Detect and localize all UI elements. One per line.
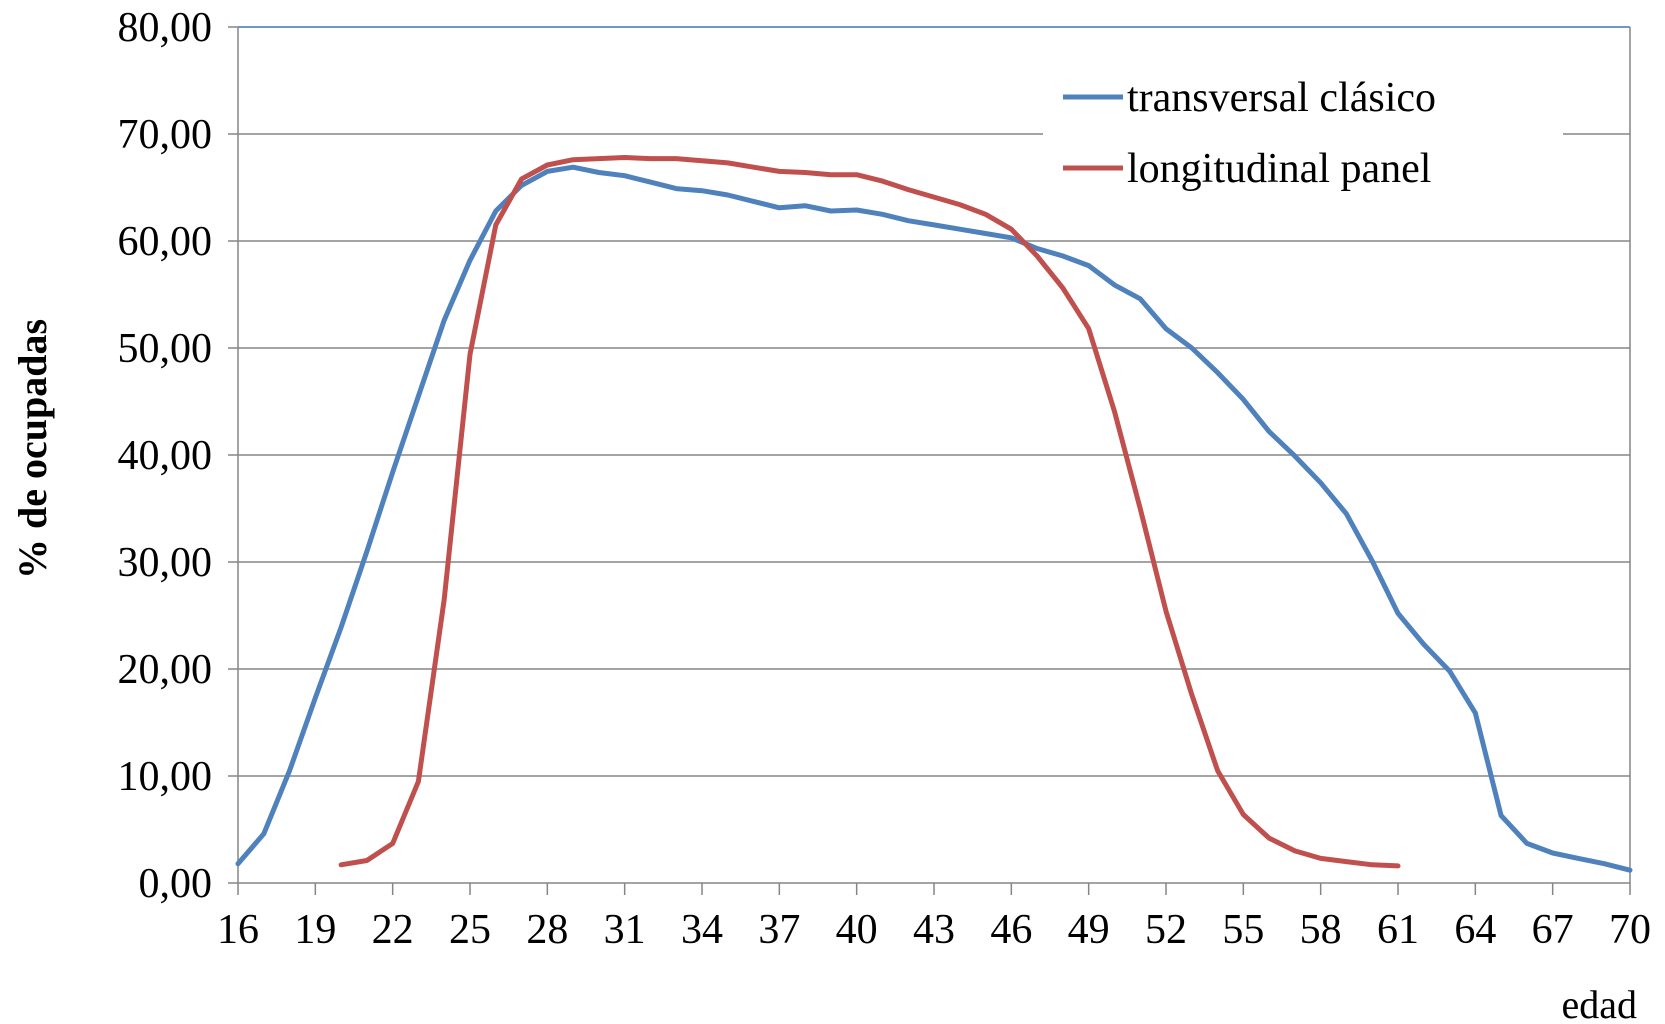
- y-tick-label: 50,00: [118, 326, 213, 372]
- x-tick-label: 61: [1377, 907, 1419, 953]
- axes: 0,00 10,00 20,00 30,00 40,00 50,00 60,00 70,00 8…: [118, 5, 1652, 953]
- x-axis-label: edad: [1561, 982, 1637, 1024]
- legend: transversal clásico longitudinal panel: [1043, 57, 1563, 192]
- x-tick-label: 40: [836, 907, 878, 953]
- x-tick-label: 19: [294, 907, 336, 953]
- y-tick-label: 40,00: [118, 433, 213, 479]
- x-tick-label: 70: [1609, 907, 1651, 953]
- x-tick-label: 31: [604, 907, 646, 953]
- x-tick-label: 43: [913, 907, 955, 953]
- y-tick-label: 0,00: [139, 861, 213, 907]
- legend-label: longitudinal panel: [1127, 146, 1431, 192]
- x-tick-label: 55: [1222, 907, 1264, 953]
- x-tick-label: 37: [758, 907, 800, 953]
- x-tick-label: 58: [1300, 907, 1342, 953]
- y-tick-label: 30,00: [118, 540, 213, 586]
- y-tick-label: 60,00: [118, 219, 213, 265]
- legend-background: [1043, 57, 1563, 187]
- y-tick-label: 10,00: [118, 754, 213, 800]
- x-tick-label: 46: [990, 907, 1032, 953]
- x-tick-label: 34: [681, 907, 723, 953]
- x-tick-label: 25: [449, 907, 491, 953]
- x-tick-label: 28: [526, 907, 568, 953]
- x-tick-label: 16: [217, 907, 259, 953]
- series-line-1: [235, 164, 1633, 873]
- x-tick-label: 22: [372, 907, 414, 953]
- y-axis-label: % de ocupadas: [10, 319, 55, 579]
- y-tick-label: 20,00: [118, 647, 213, 693]
- series-lines: [235, 155, 1633, 873]
- y-tick-label: 70,00: [118, 112, 213, 158]
- x-tick-label: 67: [1532, 907, 1574, 953]
- series-line-2: [338, 155, 1401, 869]
- x-tick-label: 64: [1454, 907, 1496, 953]
- x-tick-label: 52: [1145, 907, 1187, 953]
- x-tick-label: 49: [1068, 907, 1110, 953]
- y-tick-label: 80,00: [118, 5, 213, 51]
- legend-label: transversal clásico: [1127, 75, 1436, 121]
